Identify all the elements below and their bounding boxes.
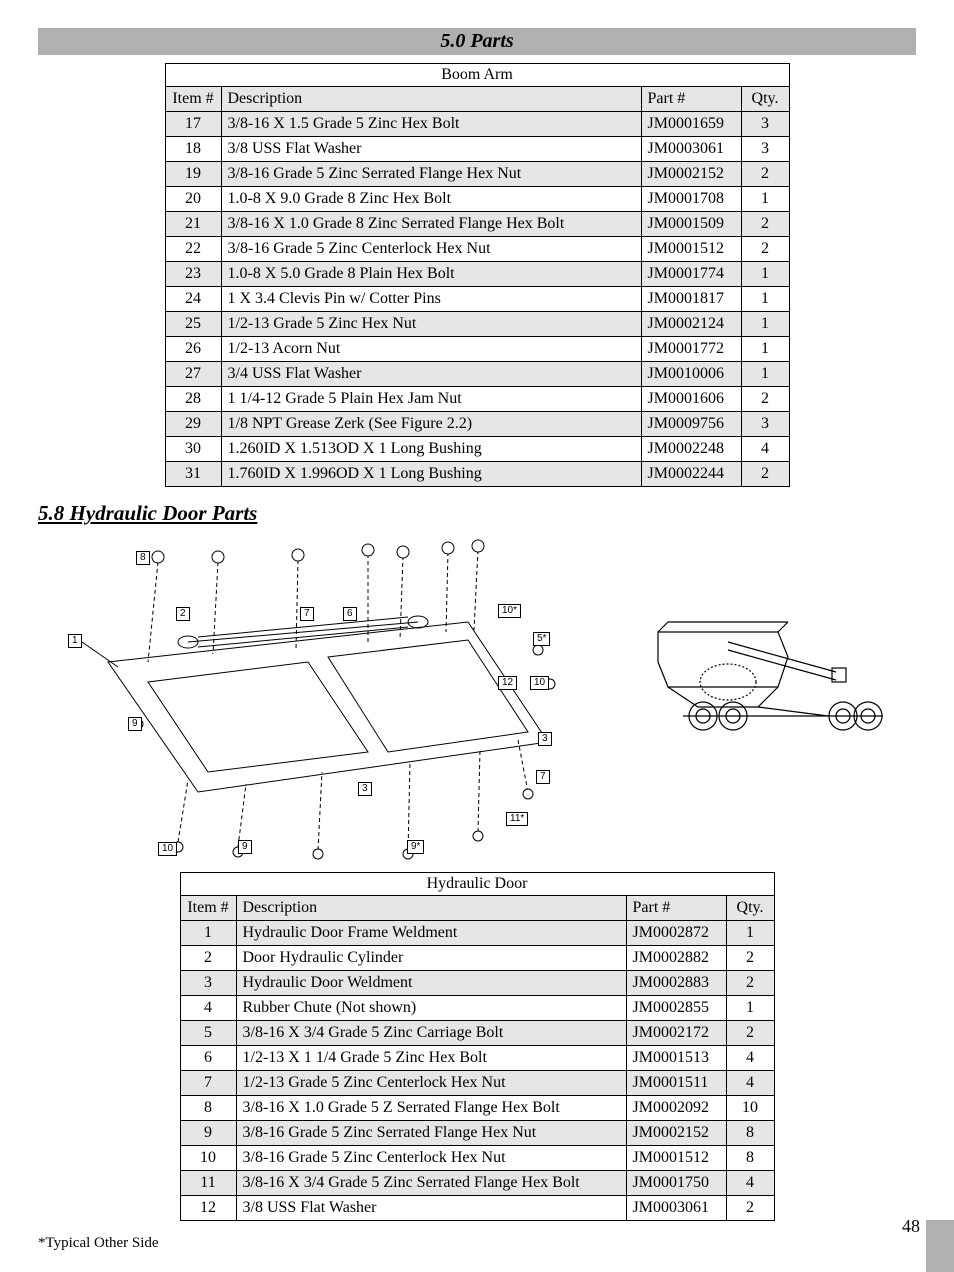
table-row: 4Rubber Chute (Not shown)JM00028551 [180, 996, 774, 1021]
diagram-callout: 2 [176, 607, 190, 621]
diagram-callout: 11* [506, 812, 528, 826]
table-row: 103/8-16 Grade 5 Zinc Centerlock Hex Nut… [180, 1146, 774, 1171]
table-row: 301.260ID X 1.513OD X 1 Long BushingJM00… [165, 437, 789, 462]
diagram-callout: 3 [358, 782, 372, 796]
diagram-callout: 1 [68, 634, 82, 648]
section-header: 5.0 Parts [38, 28, 916, 55]
table-row: 71/2-13 Grade 5 Zinc Centerlock Hex NutJ… [180, 1071, 774, 1096]
table-row: 2Door Hydraulic CylinderJM00028822 [180, 946, 774, 971]
diagram-callout: 7 [300, 607, 314, 621]
page-edge-bar [926, 1220, 954, 1272]
exploded-diagram: 8 2 7 6 10* 5* 1 12 10 9 3 7 3 11* 9* 9 10 [38, 532, 578, 862]
equipment-thumbnail [628, 612, 888, 742]
column-header: Qty. [741, 87, 789, 112]
column-header: Item # [180, 896, 236, 921]
subsection-title: 5.8 Hydraulic Door Parts [38, 501, 916, 526]
table-row: 201.0-8 X 9.0 Grade 8 Zinc Hex BoltJM000… [165, 187, 789, 212]
table-row: 1Hydraulic Door Frame WeldmentJM00028721 [180, 921, 774, 946]
table-row: 83/8-16 X 1.0 Grade 5 Z Serrated Flange … [180, 1096, 774, 1121]
table-row: 3Hydraulic Door WeldmentJM00028832 [180, 971, 774, 996]
table-row: 113/8-16 X 3/4 Grade 5 Zinc Serrated Fla… [180, 1171, 774, 1196]
table-row: 123/8 USS Flat WasherJM00030612 [180, 1196, 774, 1221]
diagram-callout: 10 [158, 842, 177, 856]
diagram-callout: 12 [498, 676, 517, 690]
diagram-callout: 9 [128, 717, 142, 731]
diagram-callout: 9* [407, 840, 424, 854]
table-row: 223/8-16 Grade 5 Zinc Centerlock Hex Nut… [165, 237, 789, 262]
column-header: Description [221, 87, 641, 112]
table-row: 61/2-13 X 1 1/4 Grade 5 Zinc Hex BoltJM0… [180, 1046, 774, 1071]
table-row: 173/8-16 X 1.5 Grade 5 Zinc Hex BoltJM00… [165, 112, 789, 137]
column-header: Part # [626, 896, 726, 921]
column-header: Part # [641, 87, 741, 112]
table-row: 183/8 USS Flat WasherJM00030613 [165, 137, 789, 162]
table-row: 273/4 USS Flat WasherJM00100061 [165, 362, 789, 387]
table-row: 93/8-16 Grade 5 Zinc Serrated Flange Hex… [180, 1121, 774, 1146]
page-number: 48 [902, 1216, 920, 1237]
diagram-callout: 10* [498, 604, 521, 618]
table-row: 291/8 NPT Grease Zerk (See Figure 2.2)JM… [165, 412, 789, 437]
diagram-callout: 6 [343, 607, 357, 621]
table-row: 251/2-13 Grade 5 Zinc Hex NutJM00021241 [165, 312, 789, 337]
table-row: 281 1/4-12 Grade 5 Plain Hex Jam NutJM00… [165, 387, 789, 412]
table-row: 311.760ID X 1.996OD X 1 Long BushingJM00… [165, 462, 789, 487]
diagram-callout: 9 [238, 840, 252, 854]
hydraulic-door-table: Hydraulic Door Item #DescriptionPart #Qt… [180, 872, 775, 1221]
table-row: 213/8-16 X 1.0 Grade 8 Zinc Serrated Fla… [165, 212, 789, 237]
diagram-callout: 7 [536, 770, 550, 784]
footnote: *Typical Other Side [38, 1235, 916, 1252]
table-caption: Hydraulic Door [180, 872, 775, 895]
boom-arm-table: Boom Arm Item #DescriptionPart #Qty. 173… [165, 63, 790, 487]
table-caption: Boom Arm [165, 63, 790, 86]
table-row: 53/8-16 X 3/4 Grade 5 Zinc Carriage Bolt… [180, 1021, 774, 1046]
diagram-callout: 3 [538, 732, 552, 746]
diagram-row: 8 2 7 6 10* 5* 1 12 10 9 3 7 3 11* 9* 9 10 [38, 532, 916, 862]
diagram-callout: 10 [530, 676, 549, 690]
table-row: 241 X 3.4 Clevis Pin w/ Cotter PinsJM000… [165, 287, 789, 312]
table-row: 231.0-8 X 5.0 Grade 8 Plain Hex BoltJM00… [165, 262, 789, 287]
diagram-callout: 5* [533, 632, 550, 646]
page-number-block: 48 [926, 1220, 954, 1272]
table-row: 261/2-13 Acorn NutJM00017721 [165, 337, 789, 362]
diagram-callout: 8 [136, 551, 150, 565]
column-header: Qty. [726, 896, 774, 921]
column-header: Description [236, 896, 626, 921]
table-row: 193/8-16 Grade 5 Zinc Serrated Flange He… [165, 162, 789, 187]
column-header: Item # [165, 87, 221, 112]
